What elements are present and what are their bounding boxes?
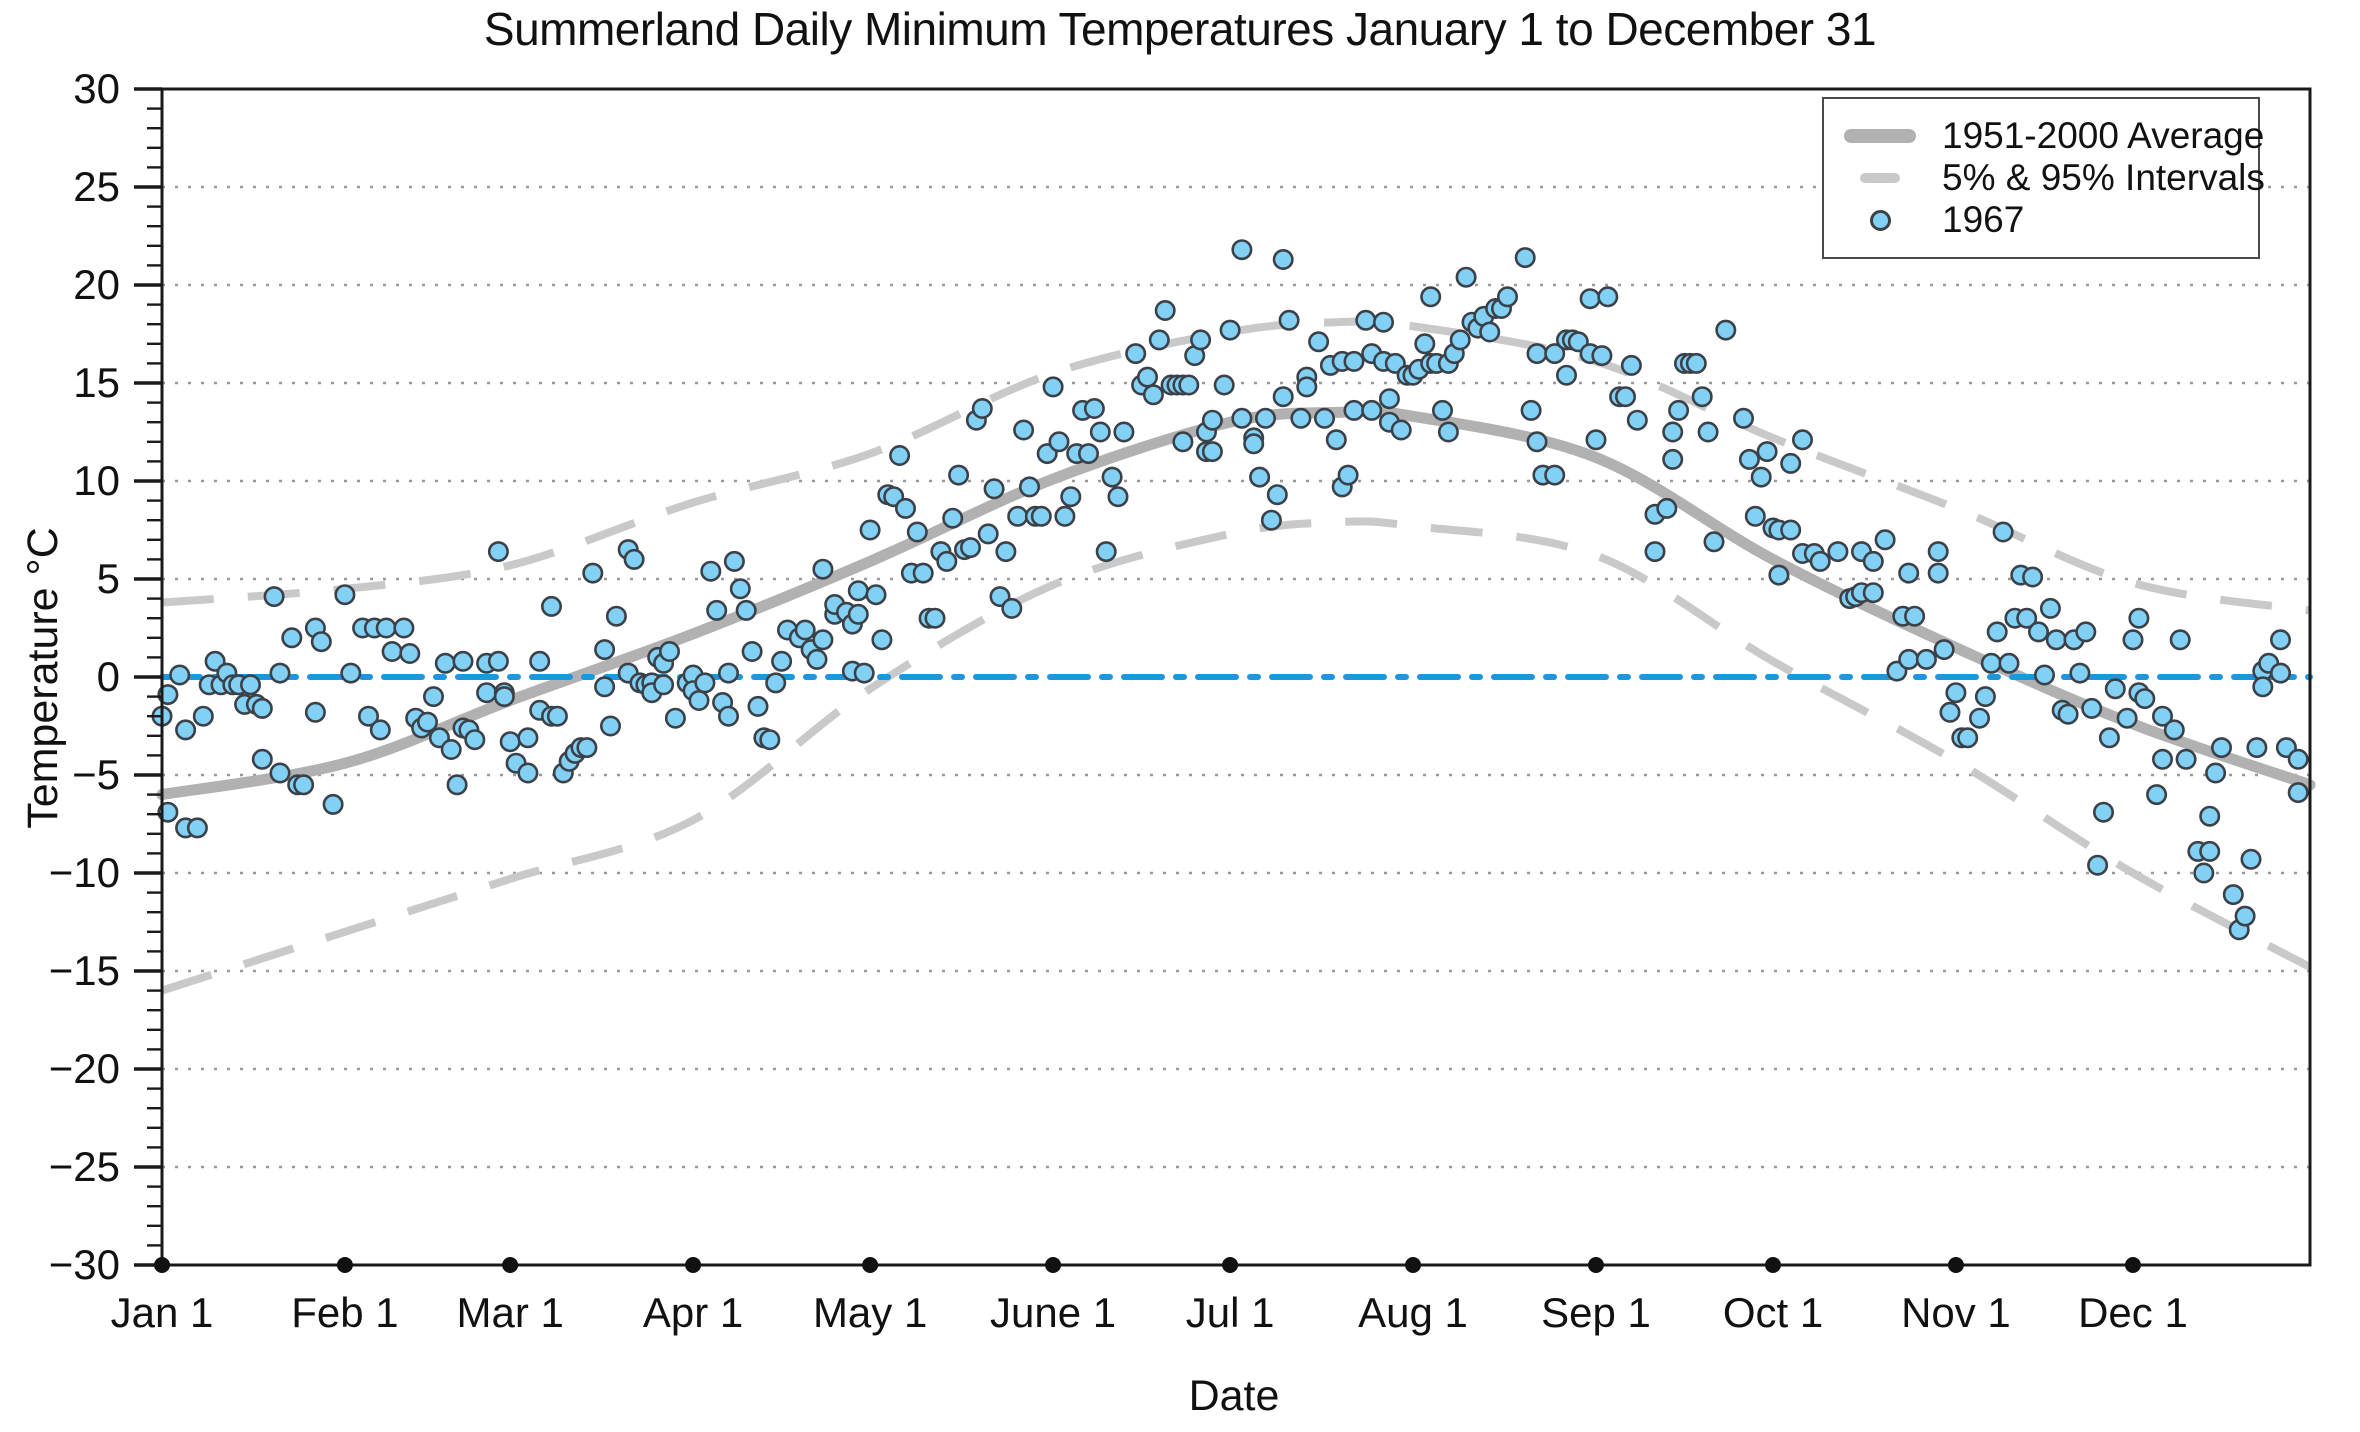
svg-text:June 1: June 1	[990, 1289, 1116, 1336]
point-marker-sample-icon	[1842, 209, 1918, 231]
axis-ticks	[134, 87, 162, 1267]
svg-text:−30: −30	[49, 1241, 120, 1288]
svg-text:Apr 1: Apr 1	[643, 1289, 743, 1336]
legend-box: 1951-2000 Average 5% & 95% Intervals 196…	[1822, 97, 2265, 259]
month-dots	[154, 1257, 2141, 1273]
svg-text:15: 15	[73, 359, 120, 406]
svg-text:5: 5	[97, 555, 120, 602]
svg-text:−10: −10	[49, 849, 120, 896]
svg-text:Aug 1: Aug 1	[1358, 1289, 1468, 1336]
svg-text:−25: −25	[49, 1143, 120, 1190]
legend-item-1967: 1967	[1842, 199, 2240, 241]
x-axis-label: Date	[1188, 1372, 1280, 1420]
legend-item-average: 1951-2000 Average	[1842, 115, 2264, 157]
svg-text:30: 30	[73, 65, 120, 112]
svg-text:0: 0	[97, 653, 120, 700]
average-line-sample-icon	[1842, 129, 1918, 143]
legend-label: 5% & 95% Intervals	[1942, 157, 2265, 198]
svg-text:Sep 1: Sep 1	[1541, 1289, 1651, 1336]
svg-text:−20: −20	[49, 1045, 120, 1092]
y-axis-label: Temperature °C	[19, 527, 67, 829]
x-tick-labels: Jan 1 Feb 1 Mar 1 Apr 1 May 1 June 1 Jul 1 Aug …	[111, 1289, 2188, 1336]
legend-label: 1967	[1942, 199, 2025, 240]
svg-text:Mar 1: Mar 1	[456, 1289, 563, 1336]
svg-text:Jul 1: Jul 1	[1186, 1289, 1275, 1336]
legend-label: 1951-2000 Average	[1942, 115, 2265, 156]
svg-text:−15: −15	[49, 947, 120, 994]
svg-text:May 1: May 1	[813, 1289, 927, 1336]
svg-text:10: 10	[73, 457, 120, 504]
scatter-points	[151, 239, 2309, 941]
svg-text:−5: −5	[72, 751, 120, 798]
svg-text:Oct 1: Oct 1	[1723, 1289, 1823, 1336]
svg-text:Feb 1: Feb 1	[291, 1289, 398, 1336]
chart-title: Summerland Daily Minimum Temperatures Ja…	[483, 3, 1877, 55]
svg-text:25: 25	[73, 163, 120, 210]
svg-text:Nov 1: Nov 1	[1901, 1289, 2011, 1336]
dashed-line-sample-icon	[1842, 173, 1918, 183]
svg-text:20: 20	[73, 261, 120, 308]
legend-item-intervals: 5% & 95% Intervals	[1842, 157, 2265, 199]
svg-text:Dec 1: Dec 1	[2078, 1289, 2188, 1336]
y-tick-labels: 30 25 20 15 10 5 0 −5 −10 −15 −20 −25 −30	[49, 65, 120, 1288]
svg-text:Jan 1: Jan 1	[111, 1289, 214, 1336]
